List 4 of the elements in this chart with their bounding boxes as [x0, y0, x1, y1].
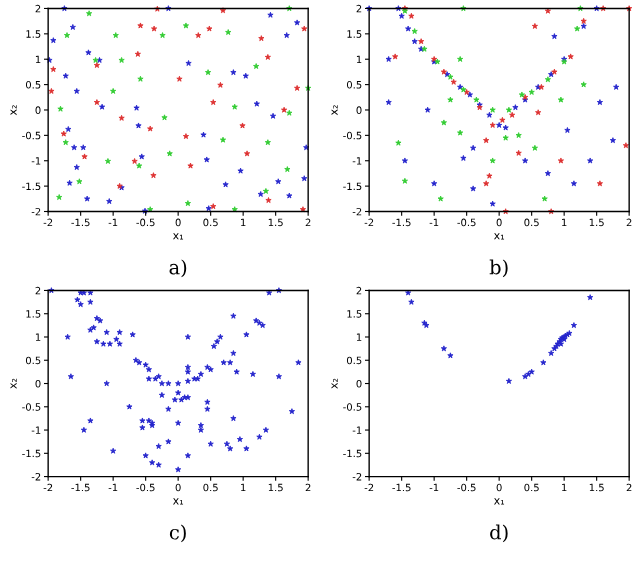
text: b) — [489, 259, 508, 278]
text: a) — [169, 259, 187, 278]
text: d) — [490, 524, 508, 543]
text: c) — [169, 524, 186, 543]
